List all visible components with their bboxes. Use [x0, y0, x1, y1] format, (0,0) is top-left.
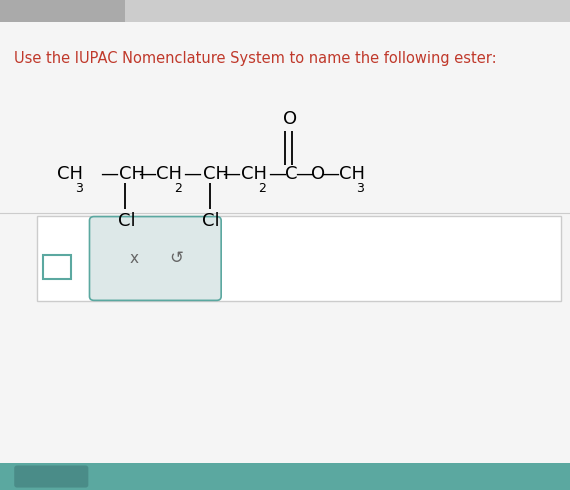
Bar [0, 0, 125, 22]
Text: CH: CH [203, 165, 229, 183]
Bar [0, 0, 570, 22]
Text: —: — [268, 165, 286, 183]
Text: Use the IUPAC Nomenclature System to name the following ester:: Use the IUPAC Nomenclature System to nam… [14, 51, 497, 67]
Text: Cl: Cl [118, 212, 136, 230]
Text: —: — [100, 165, 118, 183]
Text: ↺: ↺ [169, 249, 183, 268]
Bar [0, 463, 570, 490]
Text: —: — [321, 165, 340, 183]
Text: CH: CH [119, 165, 145, 183]
FancyBboxPatch shape [43, 255, 71, 279]
Text: O: O [283, 110, 297, 128]
Text: O: O [311, 165, 325, 183]
Text: CH: CH [57, 165, 83, 183]
FancyBboxPatch shape [89, 217, 221, 300]
Text: —: — [184, 165, 202, 183]
Text: x: x [130, 251, 139, 266]
Text: —: — [138, 165, 156, 183]
Text: 2: 2 [258, 182, 266, 195]
Text: CH: CH [156, 165, 182, 183]
Text: 3: 3 [75, 182, 83, 195]
Text: 2: 2 [174, 182, 182, 195]
FancyBboxPatch shape [14, 466, 88, 488]
Text: —: — [295, 165, 314, 183]
Text: CH: CH [241, 165, 267, 183]
Text: —: — [222, 165, 241, 183]
FancyBboxPatch shape [37, 216, 561, 301]
Text: CH: CH [339, 165, 365, 183]
Text: Cl: Cl [202, 212, 220, 230]
Text: 3: 3 [356, 182, 364, 195]
Text: C: C [285, 165, 298, 183]
